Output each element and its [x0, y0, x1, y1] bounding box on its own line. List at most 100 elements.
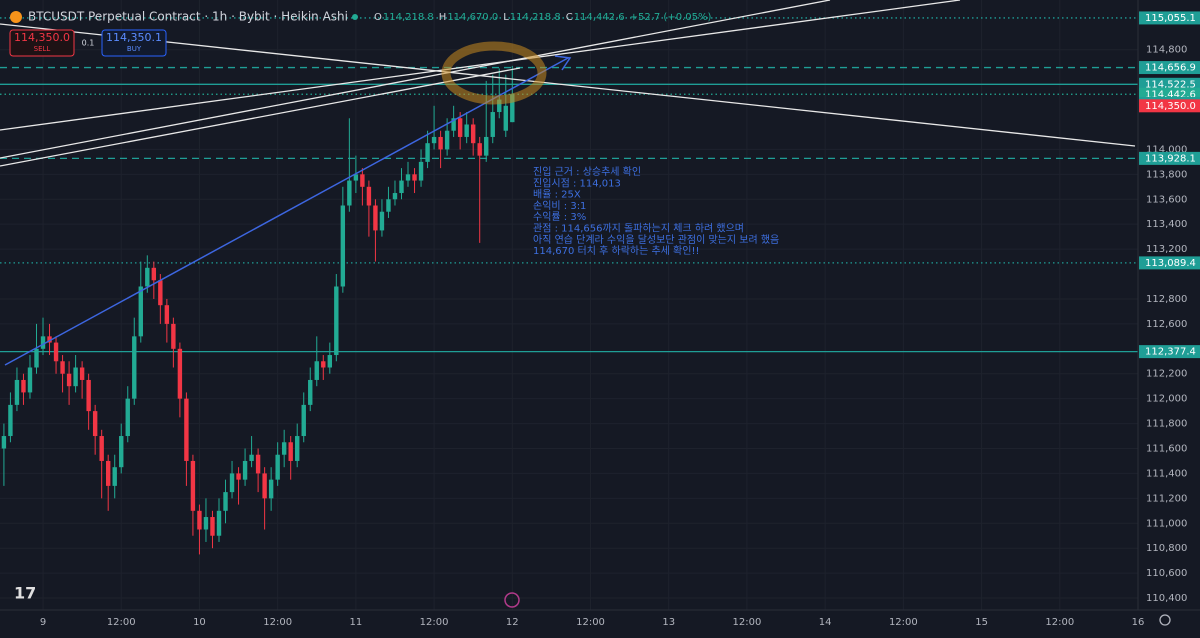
price-label-box — [1139, 151, 1200, 165]
annotation-line: 아직 연습 단계라 수익을 달성보단 관점이 맞는지 보려 했음 — [533, 233, 779, 246]
x-tick-label: 10 — [193, 617, 206, 628]
x-tick-label: 12 — [506, 617, 519, 628]
candle-body — [295, 436, 300, 461]
tv-logo: 17 — [14, 584, 36, 603]
ohlc-key: O — [374, 12, 382, 23]
candle-body — [392, 193, 398, 200]
candle-body — [510, 94, 515, 123]
candle-body — [164, 305, 170, 324]
candle-body — [366, 186, 372, 206]
symbol-title: BTCUSDT Perpetual Contract · 1h · Bybit … — [28, 10, 348, 24]
sell-button[interactable] — [9, 29, 75, 57]
ohlc-legend: O 114,218.8 H 114,670.0 L 114,218.8 C 114,442.6… — [374, 12, 711, 23]
candle-body — [190, 460, 196, 511]
candle-body — [60, 361, 65, 374]
candle-body — [171, 323, 176, 349]
candle-body — [503, 105, 508, 131]
annotation-line: 진입 근거 : 상승추세 확인 — [533, 165, 641, 178]
price-label: 113,089.4 — [1145, 258, 1196, 269]
x-tick-label: 13 — [662, 617, 675, 628]
settings-icon[interactable] — [1159, 614, 1171, 626]
y-tick-label: 112,200 — [1146, 369, 1187, 380]
price-label-box — [1139, 77, 1200, 91]
ohlc-value: 114,670.0 — [447, 12, 498, 23]
price-label: 114,442.6 — [1145, 89, 1196, 100]
candle-body — [40, 336, 46, 349]
candle-body — [308, 379, 313, 405]
candle-body — [451, 118, 456, 131]
candle-body — [14, 379, 20, 405]
candle-body — [138, 286, 143, 337]
price-label-box — [1139, 61, 1200, 75]
candle-body — [119, 436, 124, 468]
axes: 114,800 114,000 113,800 113,600 113,400 113,2… — [40, 11, 1200, 628]
candle-body — [327, 355, 332, 368]
candle-body — [490, 112, 495, 137]
events-icon[interactable] — [504, 592, 520, 608]
candle-body — [86, 379, 91, 412]
y-tick-label: 110,400 — [1146, 593, 1187, 604]
y-tick-label: 112,600 — [1146, 319, 1187, 330]
price-label: 114,350.0 — [1145, 101, 1196, 112]
annotation-line: 114,670 터치 후 하락하는 추세 확인!! — [533, 244, 699, 257]
x-tick-label: 11 — [350, 617, 363, 628]
candle-body — [340, 205, 346, 287]
candle-body — [34, 348, 39, 368]
price-label-box — [1139, 11, 1200, 25]
candle-body — [321, 361, 326, 368]
ohlc-change: +52.7 (+0.05%) — [630, 12, 712, 23]
y-tick-label: 112,800 — [1146, 294, 1187, 305]
x-tick-label: 12:00 — [733, 617, 762, 628]
y-tick-label: 114,000 — [1146, 144, 1187, 155]
candle-body — [268, 479, 274, 499]
y-tick-label: 111,800 — [1146, 419, 1187, 430]
status-dot — [352, 14, 358, 20]
y-tick-label: 111,400 — [1146, 468, 1187, 479]
candle-body — [1, 436, 7, 449]
y-tick-label: 111,600 — [1146, 443, 1187, 454]
candle-body — [457, 118, 463, 137]
candle-body — [177, 348, 183, 399]
spread: 0.1 — [82, 39, 95, 48]
candle-body — [484, 136, 489, 156]
candle-body — [275, 454, 280, 480]
y-tick-label: 112,000 — [1146, 394, 1187, 405]
symbol-icon — [10, 11, 22, 23]
candle-body — [79, 367, 85, 380]
candle-body — [464, 124, 469, 137]
x-tick-label: 9 — [40, 617, 46, 628]
annotation-line: 진입시점 : 114,013 — [533, 176, 621, 189]
ohlc-value: 114,442.6 — [574, 12, 625, 23]
candle-body — [249, 454, 254, 461]
buy-button[interactable] — [101, 29, 167, 57]
x-tick-label: 16 — [1132, 617, 1145, 628]
price-label: 113,928.1 — [1145, 153, 1196, 164]
candle-body — [262, 473, 267, 499]
x-tick-label: 12:00 — [1045, 617, 1074, 628]
candle-body — [184, 398, 189, 461]
candle-body — [158, 280, 163, 306]
arrow-head — [554, 55, 572, 71]
x-tick-label: 12:00 — [263, 617, 292, 628]
x-tick-label: 15 — [975, 617, 988, 628]
candle-body — [405, 174, 411, 181]
candle-body — [53, 342, 59, 362]
candle-body — [281, 442, 287, 455]
candle-body — [21, 379, 26, 393]
candle-body — [353, 174, 359, 181]
candle-body — [203, 517, 209, 530]
candle-body — [145, 267, 150, 287]
y-tick-label: 113,800 — [1146, 169, 1187, 180]
ohlc-value: 114,218.8 — [510, 12, 561, 23]
candle-body — [301, 404, 306, 437]
buy-label: BUY — [127, 45, 142, 53]
candle-body — [66, 373, 72, 387]
price-label-box — [1139, 256, 1200, 270]
candle-body — [379, 211, 385, 231]
x-tick-label: 14 — [819, 617, 832, 628]
candle-body — [8, 404, 13, 437]
candle-body — [197, 510, 202, 530]
annotation-line: 배율 : 25X — [533, 189, 581, 201]
candle-body — [92, 411, 98, 437]
y-tick-label: 110,800 — [1146, 543, 1187, 554]
